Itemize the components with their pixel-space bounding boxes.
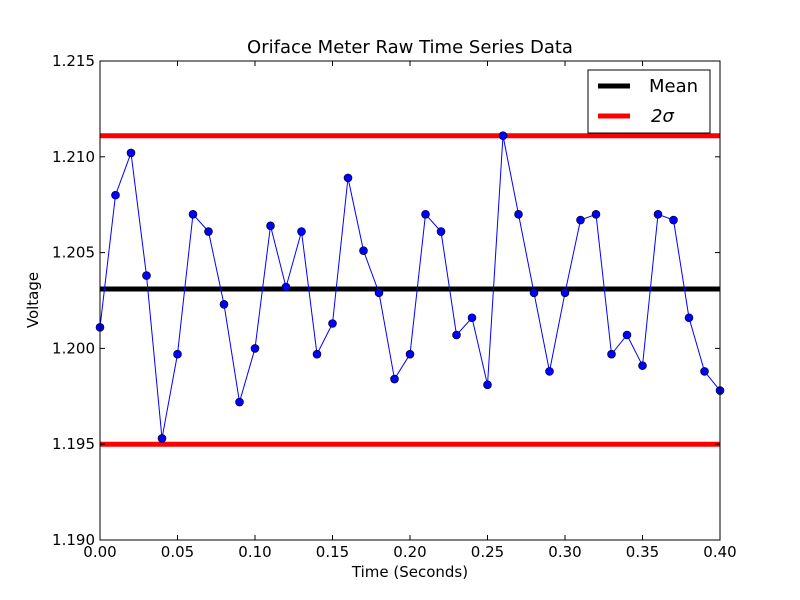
data-point — [684, 313, 694, 323]
x-tick-label: 0.25 — [471, 543, 504, 561]
data-point — [452, 330, 461, 340]
data-point — [514, 209, 523, 219]
x-tick-label: 0.20 — [393, 543, 426, 561]
data-point — [250, 344, 260, 353]
data-point — [560, 288, 570, 298]
data-point — [421, 209, 430, 219]
data-point — [390, 374, 399, 384]
data-point — [405, 349, 415, 359]
data-point — [281, 282, 291, 292]
data-point — [436, 227, 446, 236]
data-point — [498, 131, 508, 141]
x-tick-label: 0.35 — [626, 543, 659, 561]
data-point — [219, 300, 229, 309]
data-point — [467, 313, 477, 323]
y-tick-label: 1.215 — [52, 52, 95, 70]
data-point — [591, 209, 601, 219]
x-axis-label: Time (Seconds) — [351, 563, 468, 581]
data-point — [622, 330, 632, 340]
data-point — [700, 367, 709, 376]
plot-area — [95, 131, 725, 447]
data-point — [359, 246, 368, 255]
legend-box — [587, 69, 711, 134]
data-point — [669, 215, 678, 225]
y-tick-label: 1.210 — [52, 148, 95, 166]
data-point — [157, 434, 167, 443]
x-tick-label: 0.15 — [316, 543, 349, 561]
data-point — [266, 221, 275, 231]
data-point — [328, 319, 337, 328]
data-point — [142, 271, 151, 280]
data-point — [374, 288, 384, 298]
data-point — [483, 380, 492, 390]
y-axis: 1.190 1.195 1.200 1.205 1.210 1.215 — [52, 52, 720, 549]
y-tick-label: 1.195 — [52, 435, 95, 453]
x-tick-label: 0.05 — [161, 543, 194, 561]
x-tick-label: 0.30 — [548, 543, 581, 561]
data-point — [111, 190, 120, 200]
y-axis-label: Voltage — [24, 272, 42, 328]
data-point — [235, 397, 244, 407]
data-point — [545, 367, 554, 376]
y-tick-label: 1.200 — [52, 339, 95, 357]
legend-label-2sigma: 2σ — [651, 106, 674, 127]
legend-label-mean: Mean — [649, 76, 698, 97]
data-point — [607, 349, 616, 359]
x-tick-label: 0.10 — [238, 543, 271, 561]
chart-title: Oriface Meter Raw Time Series Data — [247, 37, 573, 58]
x-tick-label: 0.40 — [703, 543, 736, 561]
x-axis: 0.00 0.05 0.10 0.15 0.20 0.25 0.30 0.35 0.40 — [83, 61, 737, 561]
data-point — [188, 209, 198, 219]
data-point — [204, 227, 213, 236]
y-tick-label: 1.205 — [52, 244, 95, 262]
data-point — [312, 349, 322, 359]
x-tick-label: 0.00 — [83, 543, 116, 561]
data-point — [173, 349, 182, 359]
data-point — [653, 209, 663, 219]
data-point — [638, 361, 647, 370]
data-point — [297, 227, 306, 236]
data-point — [343, 173, 353, 183]
y-tick-label: 1.190 — [52, 531, 95, 549]
data-point — [529, 288, 539, 298]
data-point — [126, 148, 136, 158]
legend: Mean 2σ — [587, 69, 711, 134]
data-point — [576, 215, 585, 225]
